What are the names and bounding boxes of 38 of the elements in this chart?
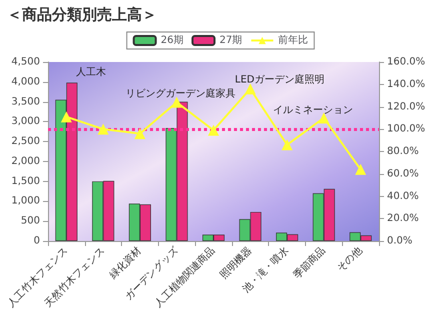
point [282, 139, 293, 150]
y2-tick-label: 140.0% [387, 78, 426, 90]
point [244, 83, 256, 94]
y2-tick-label: 0.0% [387, 236, 412, 246]
y2-tick-label: 100.0% [387, 124, 426, 135]
y-tick-label: 4,000 [11, 76, 40, 88]
y2-tick-label: 120.0% [387, 101, 426, 112]
y-tick-label: 0 [34, 236, 40, 246]
legend-label: 26期 [160, 34, 184, 46]
y-tick-label: 500 [20, 216, 40, 227]
y-tick-label: 4,500 [11, 56, 40, 68]
annotation: 人工木 [76, 66, 106, 78]
point [98, 124, 109, 135]
y-tick-label: 2,000 [11, 156, 40, 167]
point [134, 128, 146, 140]
point [171, 96, 182, 108]
y-tick-label: 2,500 [11, 136, 40, 148]
annotation: リビングガーデン庭家具 [125, 88, 236, 100]
legend-label: 27期 [220, 34, 242, 46]
point [355, 164, 366, 175]
point [60, 111, 72, 122]
y2-tick-label: 80.0% [387, 146, 419, 157]
y2-tick-label: 20.0% [387, 213, 419, 224]
x-tick-label: 照明機器 [217, 244, 254, 282]
annotation: イルミネーション [272, 104, 353, 116]
y2-tick-label: 40.0% [387, 190, 419, 202]
y-tick-label: 3,000 [11, 116, 40, 128]
chart-title: ＜商品分類別売上高＞ [7, 6, 157, 24]
annotation: LEDガーデン庭照明 [234, 73, 324, 86]
y-tick-label: 1,000 [11, 196, 40, 207]
x-tick-label: 季節商品 [290, 244, 328, 282]
point [208, 124, 219, 136]
y2-tick-label: 160.0% [387, 56, 426, 68]
y2-tick-label: 60.0% [387, 168, 419, 180]
y-tick-label: 1,500 [11, 176, 40, 187]
legend-label: 前年比 [278, 34, 308, 46]
y-tick-label: 3,500 [11, 96, 40, 108]
x-tick-label: その他 [334, 244, 364, 274]
